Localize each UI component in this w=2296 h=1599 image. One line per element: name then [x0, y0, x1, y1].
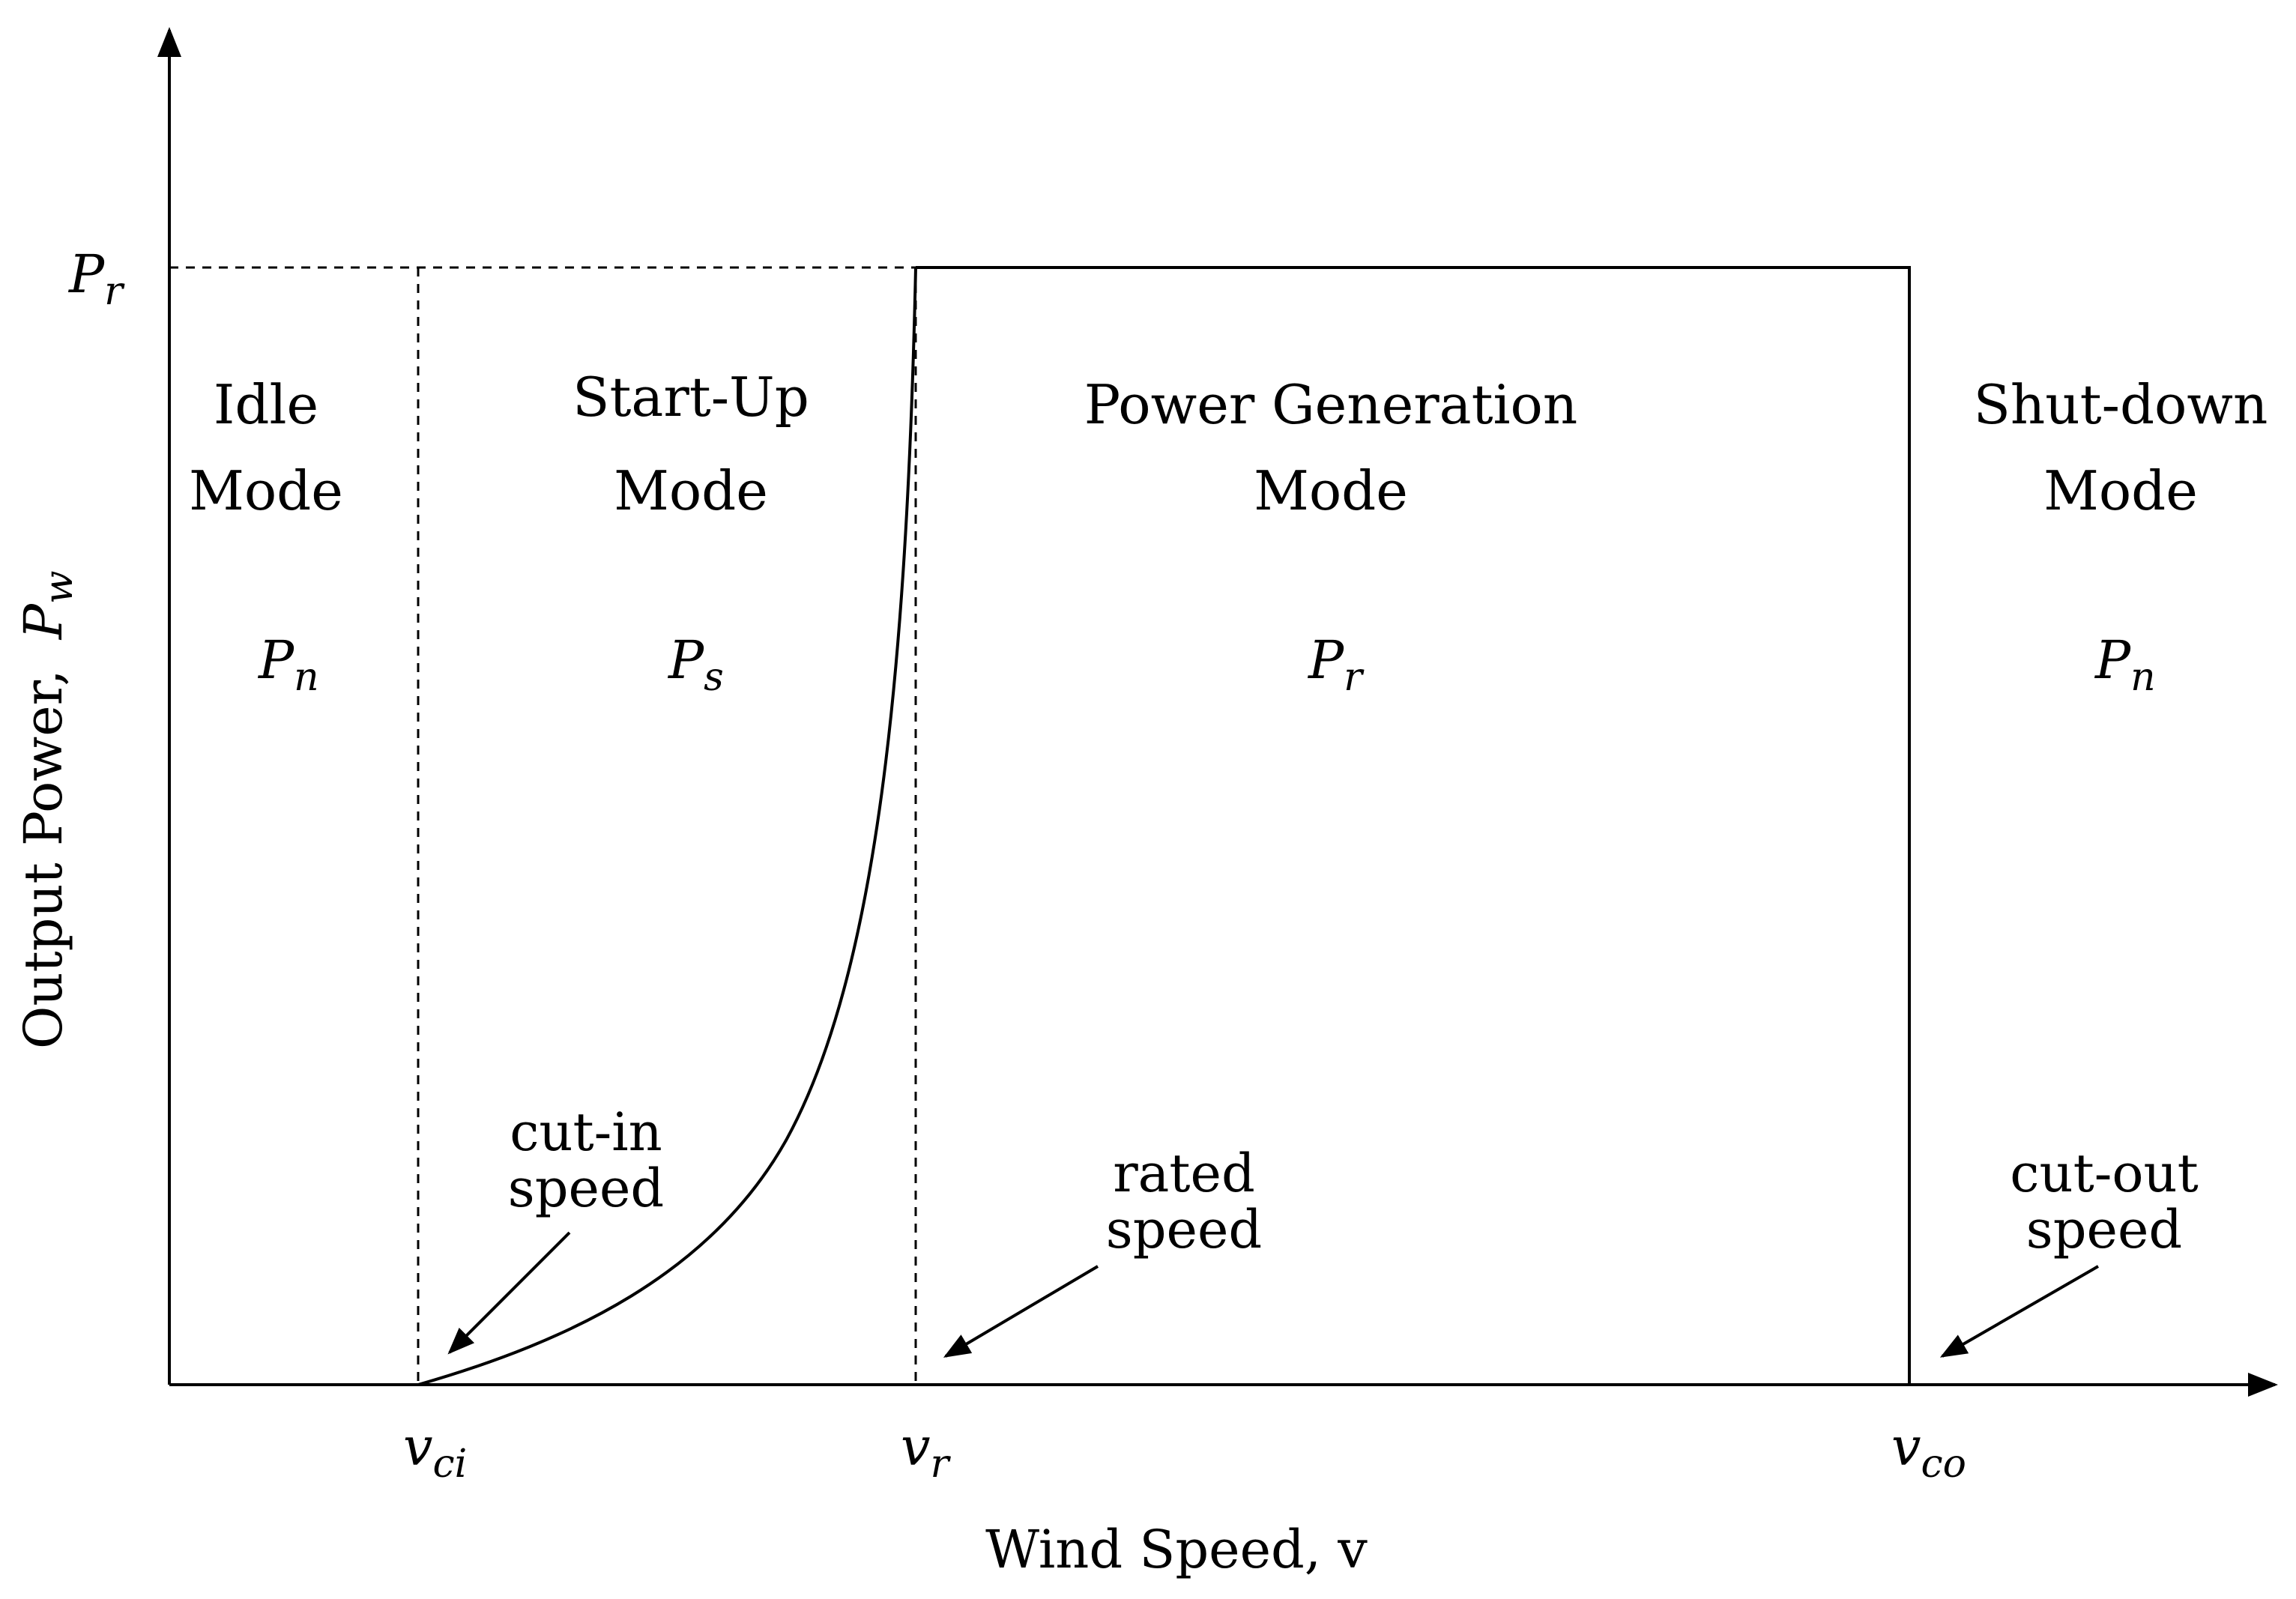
x-tick-rated: vr [901, 1416, 952, 1487]
y-tick-rated-power: Pr [67, 244, 125, 314]
cut-in-annotation-line1: cut-in [510, 1101, 662, 1163]
power-generation-mode-title: Power Generation [1084, 373, 1578, 436]
shutdown-mode-title: Shut-down [1974, 373, 2268, 436]
y-axis-title: Output Power, Pw [13, 570, 82, 1049]
rated-annotation-line2: speed [1106, 1199, 1262, 1260]
cut-out-annotation-line2: speed [2026, 1199, 2182, 1260]
rated-power-line [916, 266, 1911, 1385]
x-axis-title: Wind Speed, v [985, 1519, 1368, 1580]
shutdown-mode-power: Pn [2094, 629, 2156, 700]
rated-annotation-line1: rated [1113, 1143, 1255, 1204]
startup-power-curve [417, 267, 917, 1386]
x-tick-cut-in: vci [403, 1416, 467, 1487]
cut-in-arrow [447, 1231, 571, 1355]
power-generation-mode-subtitle: Mode [1254, 459, 1408, 522]
power-generation-mode-power: Pr [1307, 629, 1365, 700]
rated-arrow [943, 1265, 1099, 1358]
cut-in-annotation-line2: speed [508, 1158, 664, 1219]
startup-mode-subtitle: Mode [614, 459, 768, 522]
startup-mode-power: Ps [667, 629, 724, 700]
cut-out-arrow [1939, 1265, 2099, 1358]
idle-mode-title: Idle [214, 373, 318, 436]
cut-out-annotation-line1: cut-out [2010, 1143, 2198, 1204]
idle-mode-power: Pn [257, 629, 319, 700]
x-tick-cut-out: vco [1891, 1416, 1966, 1487]
shutdown-mode-subtitle: Mode [2043, 459, 2198, 522]
idle-mode-subtitle: Mode [189, 459, 343, 522]
startup-mode-title: Start-Up [573, 366, 809, 429]
